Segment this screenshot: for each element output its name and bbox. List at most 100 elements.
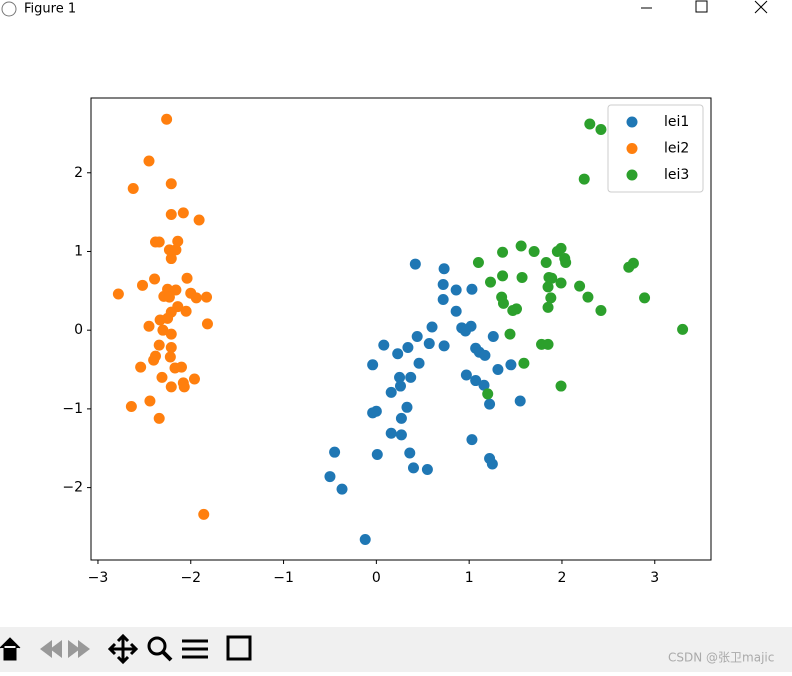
point [188,373,200,385]
point [426,321,438,333]
window-title: Figure 1 [24,2,76,17]
point [329,446,341,458]
y-tick-label: 2 [74,165,83,181]
point [135,361,147,373]
point [421,463,433,475]
point [555,277,567,289]
x-tick-label: 0 [372,570,381,586]
zoom-button[interactable] [147,636,167,656]
point [528,245,540,257]
forward-button[interactable] [68,640,90,658]
point [450,284,462,296]
point [394,371,406,383]
point [516,271,528,283]
point [193,214,205,226]
point [172,235,184,247]
point [170,284,182,296]
point [515,240,527,252]
point [359,534,371,546]
point [482,388,494,400]
app-icon [1,1,17,17]
point [143,155,155,167]
point [505,359,517,371]
point [486,458,498,470]
point [677,323,689,335]
point [542,301,554,313]
point [165,208,177,220]
point [392,348,404,360]
point [153,236,165,248]
point [578,173,590,185]
back-button[interactable] [40,640,62,658]
save-button[interactable] [226,635,252,661]
point [395,412,407,424]
point [470,375,482,387]
point [367,407,379,419]
point [201,318,213,330]
point [177,207,189,219]
point [466,283,478,295]
close-button[interactable] [754,0,768,14]
point [413,357,425,369]
point [582,291,594,303]
point [165,328,177,340]
point [153,412,165,424]
point [402,341,414,353]
x-tick-label: −2 [180,570,201,586]
home-button[interactable] [0,637,21,661]
point [438,340,450,352]
point [555,380,567,392]
x-tick-label: 1 [465,570,474,586]
point [437,279,449,291]
point [165,253,177,265]
point [112,288,124,300]
point [542,338,554,350]
x-tick-label: −1 [273,570,294,586]
point [438,263,450,275]
point [170,244,182,256]
point [401,401,413,413]
point [125,401,137,413]
legend-label: lei1 [664,114,689,130]
point [407,462,419,474]
title-bar [0,0,792,20]
point [394,380,406,392]
point [404,447,416,459]
point [198,508,210,520]
point [148,354,160,366]
point [143,320,155,332]
point [518,357,530,369]
point [165,178,177,190]
point [165,341,177,353]
point [161,113,173,125]
point [385,427,397,439]
legend-marker [626,169,638,181]
point [190,292,202,304]
point [405,371,417,383]
y-tick-label: 0 [74,322,83,338]
point [540,256,552,268]
point [411,330,423,342]
point [378,339,390,351]
point [595,123,607,135]
watermark: CSDN @张卫majic [668,651,774,665]
point [546,272,558,284]
maximize-button[interactable] [695,0,708,13]
configure-button[interactable] [182,639,208,659]
point [484,398,496,410]
point [156,371,168,383]
point [165,381,177,393]
point [367,359,379,371]
pan-button[interactable] [107,633,139,665]
point [555,242,567,254]
point [423,338,435,350]
legend-label: lei3 [664,167,689,183]
x-tick-label: −3 [88,570,109,586]
point [492,364,504,376]
point [487,330,499,342]
point [466,434,478,446]
point [336,483,348,495]
point [510,303,522,315]
point [395,429,407,441]
